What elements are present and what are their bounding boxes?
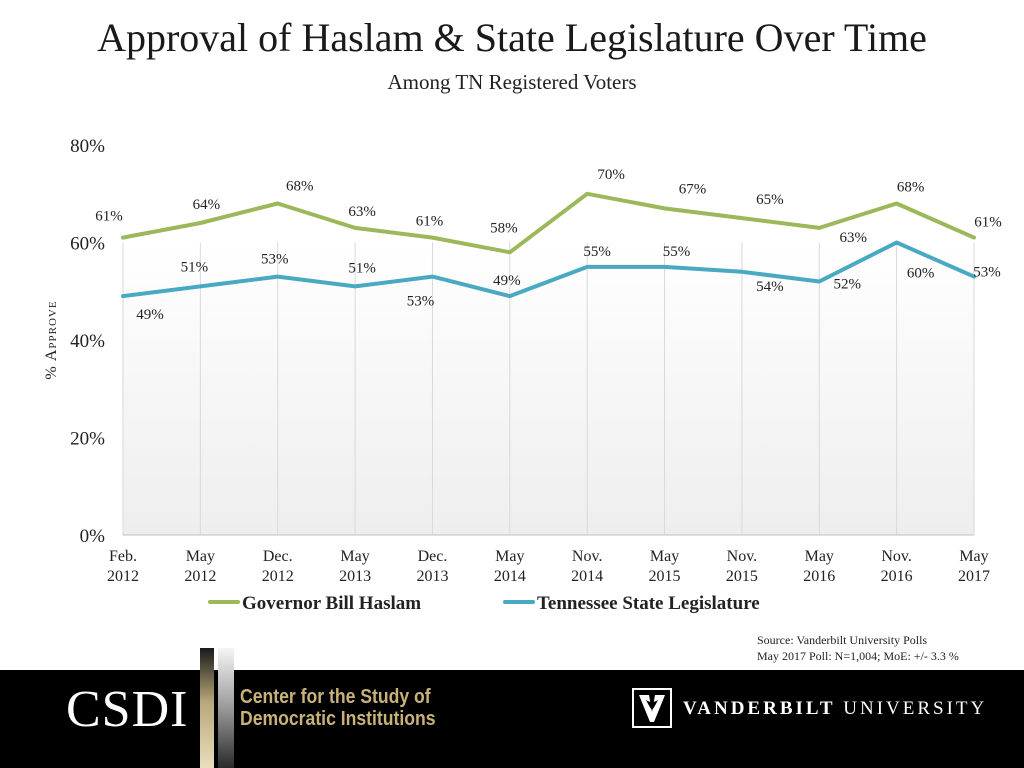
x-tick-label: Dec. [418,548,448,565]
x-tick-label-year: 2017 [958,568,990,585]
data-label: 68% [286,179,314,195]
x-tick-label: May [959,548,988,565]
data-label: 70% [597,167,625,183]
x-tick-label: Dec. [263,548,293,565]
y-tick-label: 20% [70,429,105,450]
data-label: 53% [407,294,435,310]
line-chart: 0% 20% 40% 60% 80% Feb. 2012 May 2012 Dec. 2012 Ma… [43,136,1002,614]
x-tick-label: May [340,548,369,565]
data-label: 49% [136,307,164,323]
data-label: 61% [416,214,444,230]
x-tick-label-year: 2014 [571,568,603,585]
data-label: 55% [583,244,611,260]
y-axis-label: % Approve [43,300,60,379]
data-label: 53% [973,265,1001,281]
data-label: 53% [261,252,289,268]
vanderbilt-wordmark: VANDERBILT UNIVERSITY [683,698,987,720]
data-label: 61% [974,215,1002,231]
x-tick-label-year: 2013 [416,568,448,585]
x-tick-label: May [650,548,679,565]
logo-bar-gray [218,648,234,768]
y-tick-label: 40% [70,331,105,352]
x-tick-label-year: 2012 [184,568,216,585]
data-label: 63% [840,230,868,246]
data-label: 58% [490,220,518,236]
footer-banner: CSDI Center for the Study of Democratic … [0,648,1024,768]
vanderbilt-wordmark-rest: UNIVERSITY [843,698,988,719]
data-label: 63% [348,204,376,220]
data-label: 64% [193,197,221,213]
source-note: Source: Vanderbilt University Polls May … [757,632,959,664]
x-tick-label-year: 2015 [649,568,681,585]
chart-title: Approval of Haslam & State Legislature O… [97,15,927,60]
data-label: 49% [493,273,521,289]
legend-label: Governor Bill Haslam [242,593,421,614]
data-label: 55% [663,244,691,260]
source-line: Source: Vanderbilt University Polls [757,633,928,647]
x-tick-label: May [186,548,215,565]
plot-background [123,242,974,535]
y-tick-label: 80% [70,136,105,157]
x-tick-label-year: 2015 [726,568,758,585]
legend-label: Tennessee State Legislature [537,593,760,614]
center-name-line1: Center for the Study of [240,686,431,708]
data-label: 68% [897,180,925,196]
x-tick-label-year: 2013 [339,568,371,585]
data-label: 67% [679,181,707,197]
data-label: 60% [907,266,935,282]
data-label: 61% [95,209,123,225]
y-tick-label: 60% [70,234,105,255]
x-tick-label: Nov. [727,548,758,565]
y-tick-label: 0% [80,526,106,547]
chart-subtitle: Among TN Registered Voters [387,70,637,94]
vanderbilt-oak-v-icon [632,688,672,728]
vanderbilt-wordmark-bold: VANDERBILT [683,698,836,719]
x-tick-label: May [495,548,524,565]
center-name-line2: Democratic Institutions [240,708,436,730]
x-tick-label: May [805,548,834,565]
data-label: 54% [756,279,784,295]
x-tick-label-year: 2016 [881,568,913,585]
x-tick-label-year: 2016 [803,568,835,585]
series-line-haslam [121,191,976,255]
x-tick-label: Feb. [109,548,137,565]
data-label: 51% [348,260,376,276]
x-tick-label-year: 2014 [494,568,526,585]
x-tick-label-year: 2012 [262,568,294,585]
csdi-logo: CSDI [66,681,189,738]
logo-bar-gold [200,648,214,768]
poll-details: May 2017 Poll: N=1,004; MoE: +/- 3.3 % [757,649,959,663]
series-line-legislature [121,240,976,299]
x-tick-label-year: 2012 [107,568,139,585]
data-label: 51% [181,259,209,275]
x-tick-label: Nov. [572,548,603,565]
data-label: 52% [834,277,862,293]
data-label: 65% [756,192,784,208]
x-tick-label: Nov. [881,548,912,565]
